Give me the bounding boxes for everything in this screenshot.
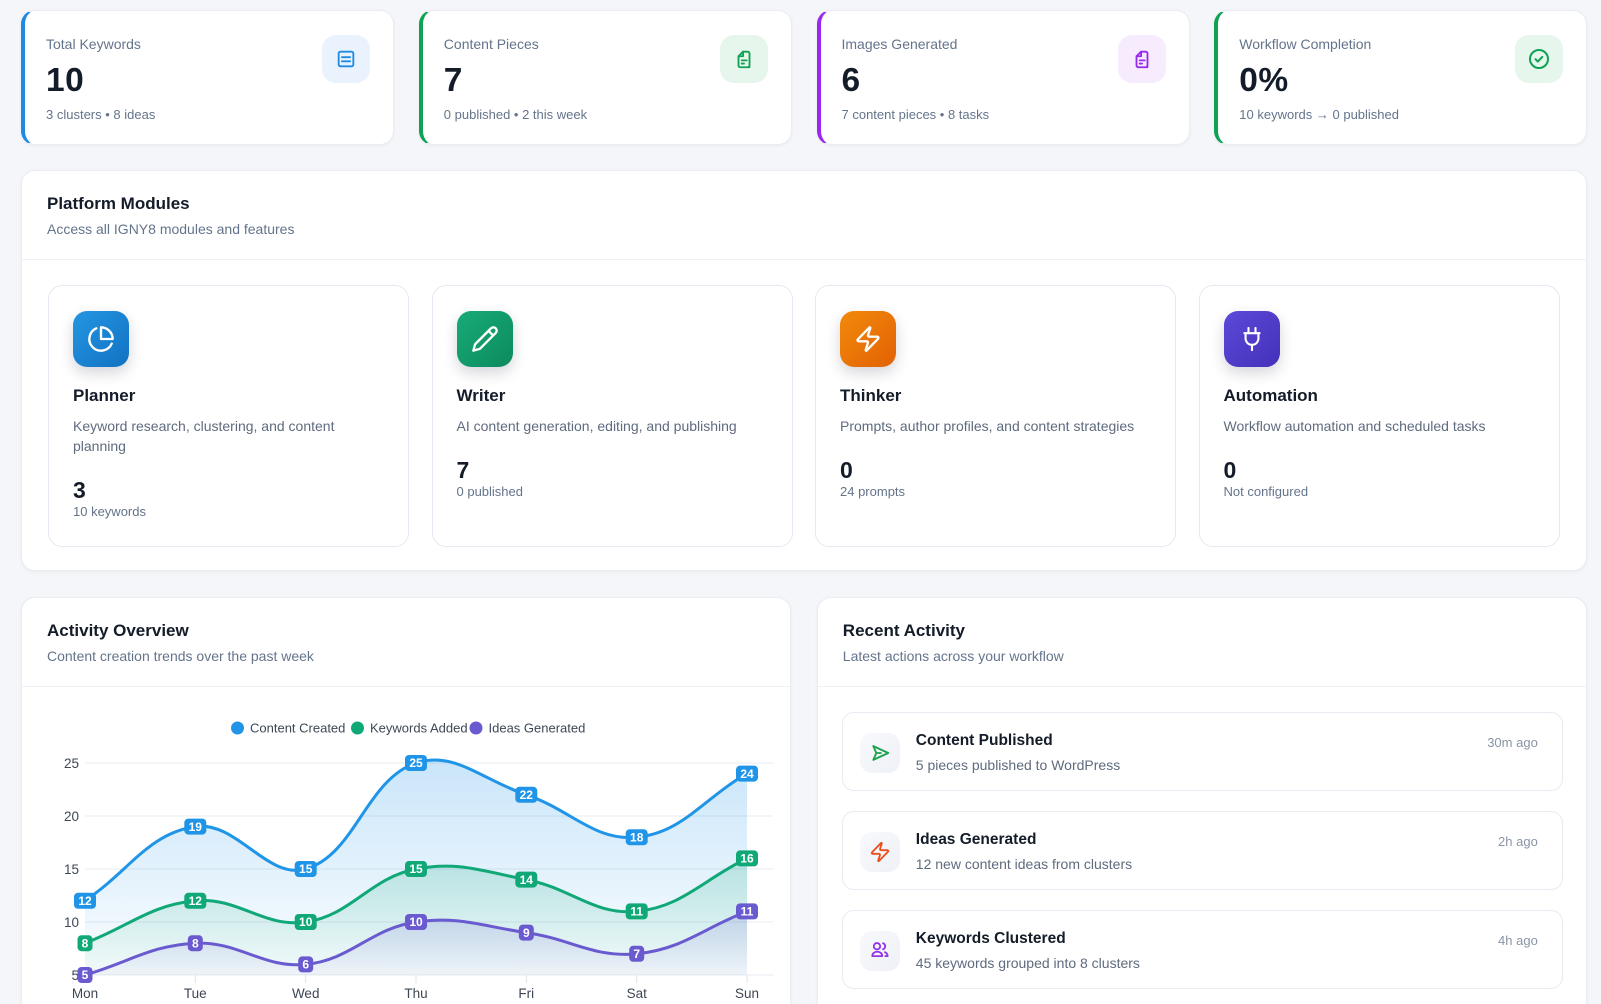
svg-text:16: 16 — [740, 852, 754, 866]
svg-text:8: 8 — [82, 936, 89, 950]
svg-text:19: 19 — [189, 820, 203, 834]
svg-text:14: 14 — [520, 873, 534, 887]
svg-text:11: 11 — [741, 905, 754, 919]
svg-text:24: 24 — [740, 767, 754, 781]
svg-text:7: 7 — [633, 947, 640, 961]
svg-text:5: 5 — [82, 968, 89, 982]
svg-text:Sun: Sun — [735, 986, 759, 1001]
svg-text:15: 15 — [64, 862, 79, 877]
svg-text:22: 22 — [520, 788, 534, 802]
svg-text:18: 18 — [630, 830, 644, 844]
svg-text:Sat: Sat — [627, 986, 648, 1001]
svg-text:9: 9 — [523, 926, 530, 940]
svg-text:Thu: Thu — [404, 986, 427, 1001]
svg-text:12: 12 — [189, 894, 203, 908]
svg-text:Wed: Wed — [292, 986, 320, 1001]
svg-text:Tue: Tue — [184, 986, 207, 1001]
svg-text:Mon: Mon — [72, 986, 98, 1001]
svg-text:11: 11 — [630, 905, 643, 919]
svg-text:25: 25 — [64, 756, 79, 771]
svg-text:10: 10 — [64, 915, 79, 930]
svg-text:Fri: Fri — [518, 986, 534, 1001]
svg-text:Content Created: Content Created — [250, 721, 345, 736]
svg-text:20: 20 — [64, 809, 79, 824]
svg-text:6: 6 — [302, 958, 309, 972]
svg-text:15: 15 — [299, 862, 313, 876]
svg-text:25: 25 — [409, 756, 423, 770]
svg-text:10: 10 — [299, 915, 313, 929]
svg-text:5: 5 — [71, 968, 79, 983]
svg-text:15: 15 — [409, 862, 423, 876]
svg-text:Keywords Added: Keywords Added — [370, 721, 468, 736]
svg-text:8: 8 — [192, 936, 199, 950]
svg-text:10: 10 — [409, 915, 423, 929]
svg-text:Ideas Generated: Ideas Generated — [489, 721, 586, 736]
svg-text:12: 12 — [78, 894, 92, 908]
